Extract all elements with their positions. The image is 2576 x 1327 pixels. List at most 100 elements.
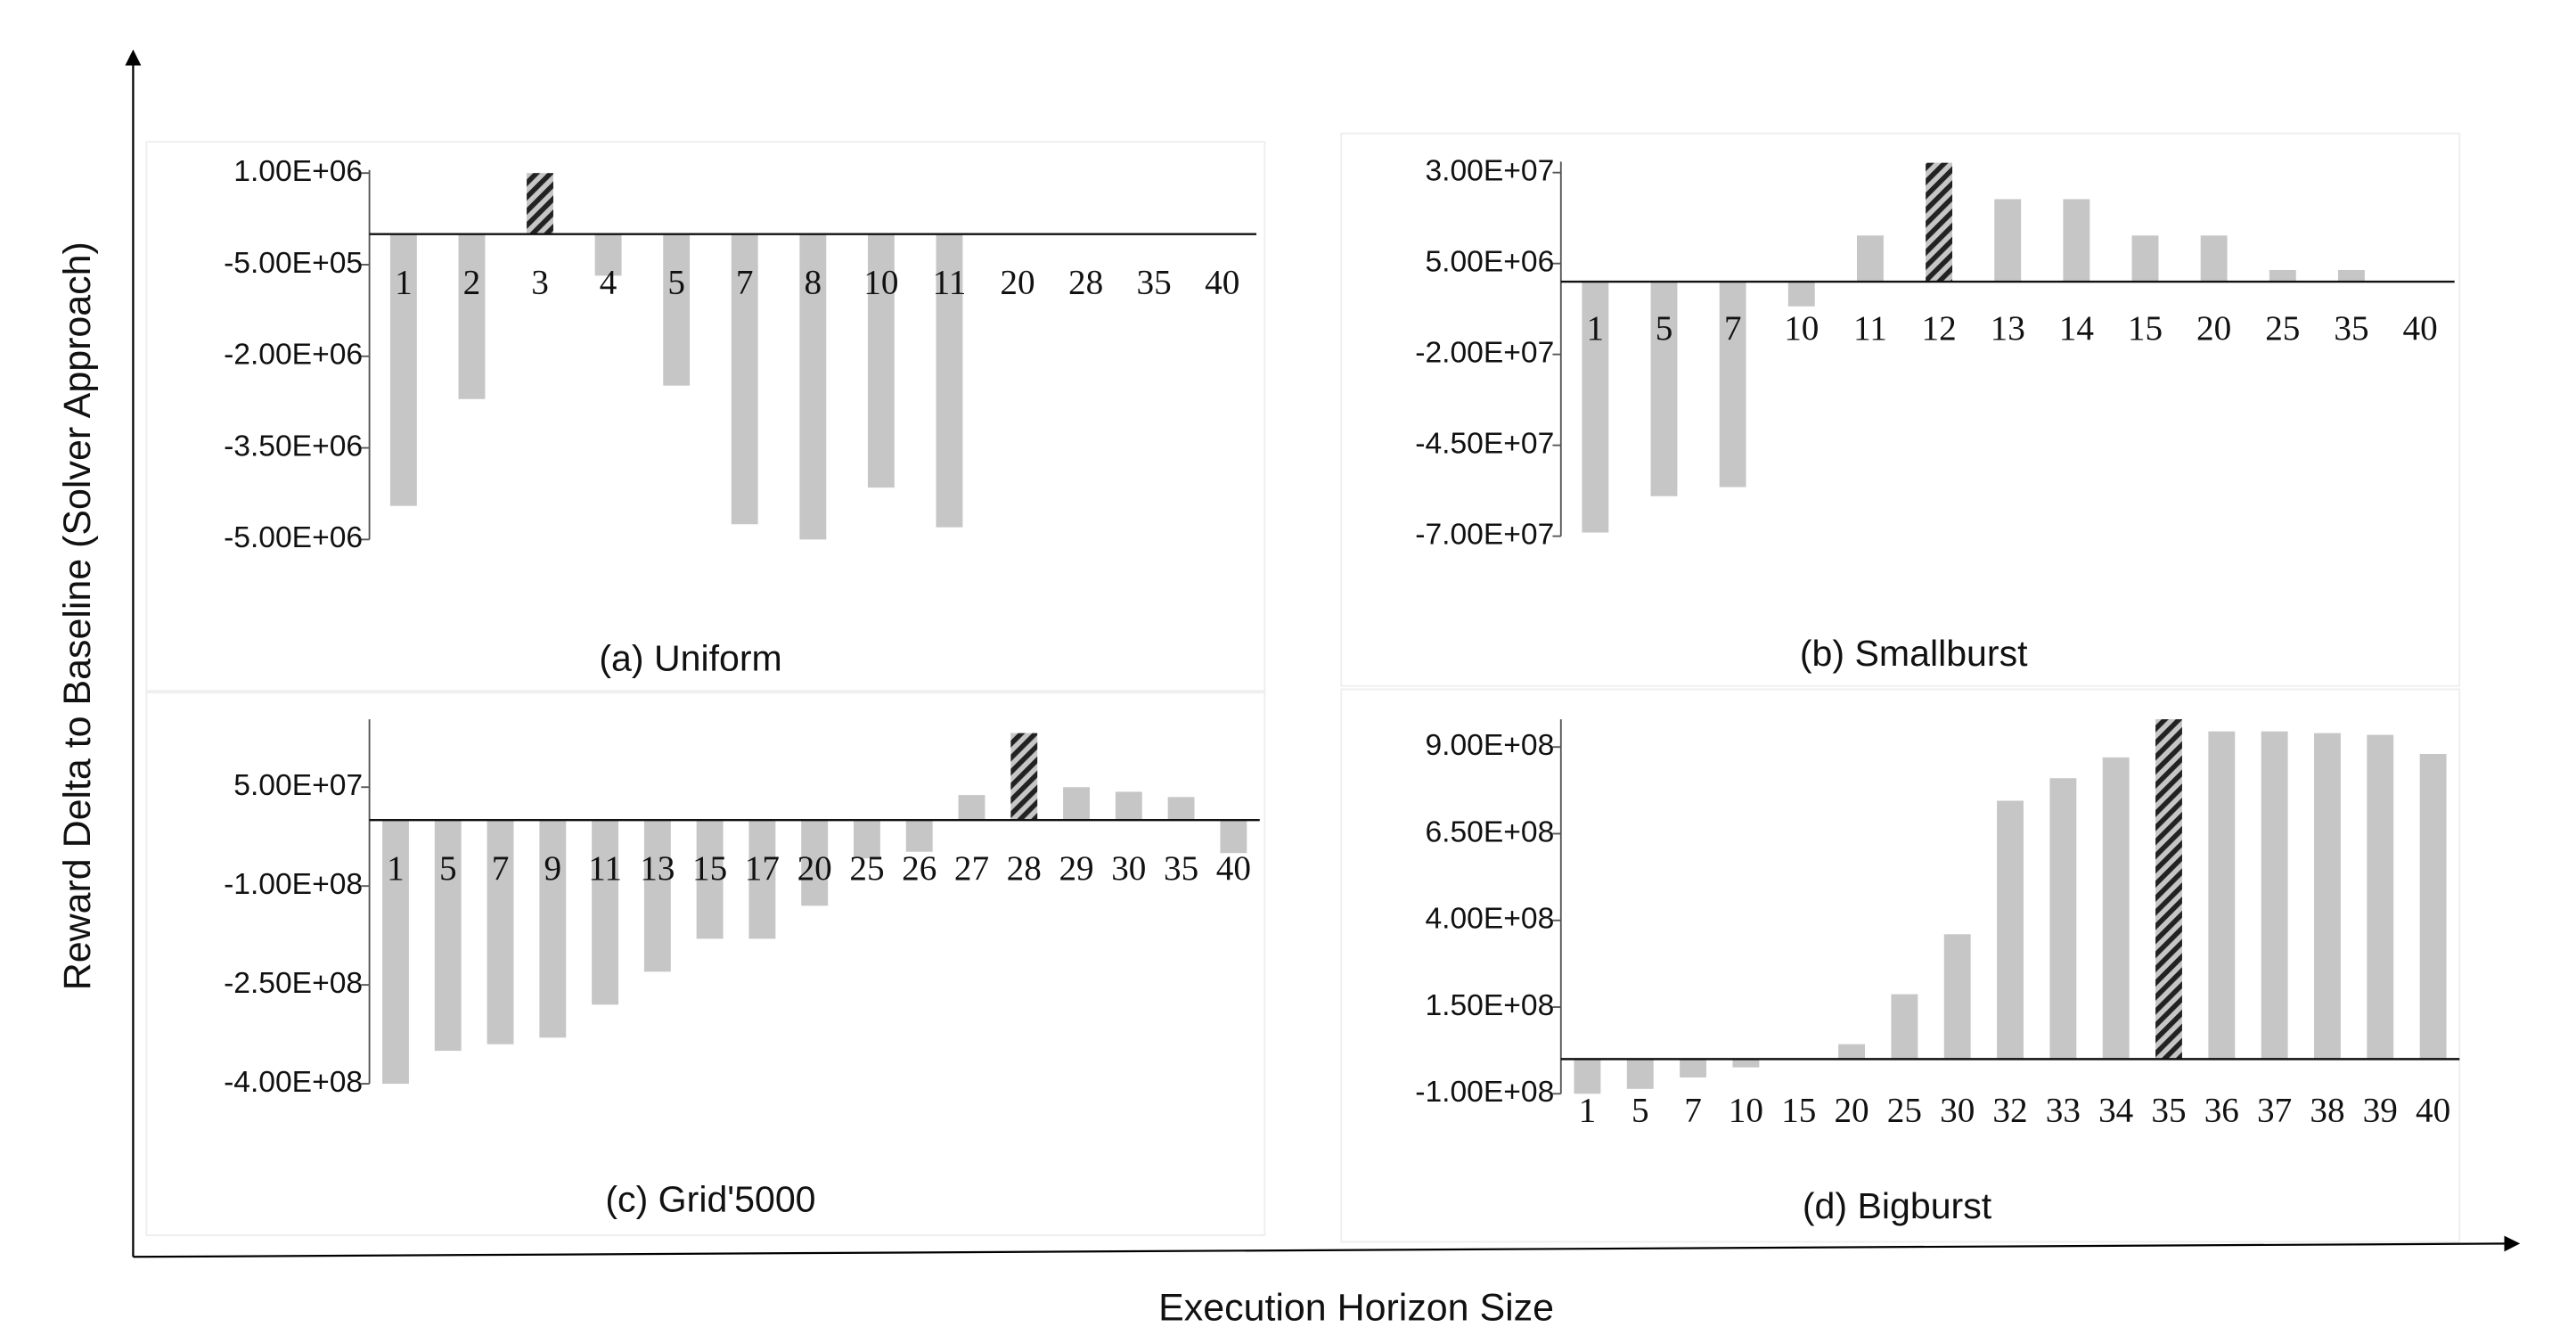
x-tick-label: 13 [1991,309,2025,348]
y-tick-label: 9.00E+08 [1425,729,1554,762]
bar [905,820,933,852]
x-tick-label: 40 [1205,264,1239,302]
x-tick-label: 1 [387,849,405,888]
y-tick-label: 1.00E+06 [233,155,363,188]
x-tick-label: 40 [2416,1092,2450,1130]
y-tick-label: -4.50E+07 [1415,428,1554,461]
bar [1926,162,1953,283]
x-tick-label: 35 [1164,849,1198,888]
x-tick-label: 5 [1656,309,1673,348]
bar [2131,235,2159,283]
bar [2261,731,2288,1060]
x-tick-label: 36 [2204,1092,2239,1130]
y-tick-label: 1.50E+08 [1425,989,1554,1022]
x-tick-label: 27 [954,849,989,888]
x-tick-label: 11 [1853,309,1887,348]
x-tick-label: 28 [1068,264,1103,302]
x-tick-label: 15 [692,849,727,888]
bar [958,795,985,821]
y-tick-label: -3.50E+06 [224,430,363,463]
y-tick-label: 5.00E+07 [233,769,363,802]
bar [487,820,514,1044]
x-tick-label: 30 [1940,1092,1975,1130]
bar [854,820,880,859]
x-axis-label: Execution Horizon Size [1158,1286,1554,1327]
x-tick-label: 35 [1137,264,1172,302]
x-tick-label: 20 [1834,1092,1869,1130]
bar [382,820,409,1085]
y-tick-label: -4.00E+08 [224,1066,363,1099]
bar [1838,1044,1865,1060]
figure-x-axis [133,1235,2521,1258]
bar [1063,787,1090,821]
x-tick-label: 10 [1784,309,1819,348]
bar [2269,270,2296,283]
x-tick-label: 20 [1000,264,1034,302]
bar [1719,282,1746,487]
chart-title: (d) Bigburst [1803,1185,1992,1226]
y-tick-label: -7.00E+07 [1415,519,1554,552]
y-tick-label: 3.00E+07 [1425,155,1554,188]
bar [539,820,567,1038]
x-tick-label: 30 [1111,849,1146,888]
y-axis-label: Reward Delta to Baseline (Solver Approac… [56,242,99,990]
x-tick-label: 11 [933,264,967,302]
y-tick-label: -1.00E+08 [224,868,363,901]
x-tick-label: 25 [1887,1092,1922,1130]
x-tick-label: 12 [1921,309,1956,348]
x-tick-label: 1 [395,264,413,302]
bar [1943,934,1971,1060]
bar [799,233,827,540]
bar [2367,734,2394,1060]
bar [936,233,963,528]
x-tick-label: 8 [805,264,822,302]
x-tick-label: 15 [2128,309,2163,348]
bar [1856,235,1884,283]
x-tick-label: 26 [902,849,936,888]
panel [145,141,1266,692]
bar [1650,282,1678,496]
x-tick-label: 5 [667,264,685,302]
panel [1340,132,2461,687]
bar [458,233,486,399]
bar [389,233,417,506]
x-tick-label: 5 [1631,1092,1649,1130]
bar [1891,994,1918,1060]
x-tick-label: 4 [600,264,617,302]
x-tick-label: 40 [1216,849,1251,888]
bar [643,820,671,972]
y-tick-label: -5.00E+05 [224,247,363,280]
x-tick-label: 15 [1781,1092,1816,1130]
x-tick-label: 20 [797,849,832,888]
bar [1997,800,2024,1060]
x-tick-label: 34 [2098,1092,2133,1130]
x-tick-label: 7 [1724,309,1742,348]
bar [1167,797,1195,821]
bar [1582,282,1609,533]
bar [2049,778,2077,1060]
x-tick-label: 1 [1587,309,1605,348]
bar [2063,199,2090,283]
y-tick-label: -2.00E+07 [1415,337,1554,370]
bar [527,173,553,234]
chart-title: (b) Smallburst [1800,633,2028,674]
bar [696,820,724,939]
bar [1680,1059,1707,1077]
x-tick-label: 32 [1992,1092,2027,1130]
x-tick-label: 10 [863,264,898,302]
x-tick-label: 29 [1059,849,1093,888]
panel [145,692,1266,1236]
x-tick-label: 38 [2310,1092,2344,1130]
x-tick-label: 11 [588,849,622,888]
bar [1787,282,1815,307]
x-tick-label: 25 [2265,309,2300,348]
chart-title: (a) Uniform [599,638,781,679]
bar [1626,1059,1654,1089]
x-tick-label: 13 [640,849,675,888]
y-tick-label: -2.50E+08 [224,967,363,1000]
y-tick-label: -1.00E+08 [1415,1076,1554,1109]
bar [2314,733,2341,1060]
panel [1340,688,2461,1243]
y-tick-label: 5.00E+06 [1425,246,1554,279]
